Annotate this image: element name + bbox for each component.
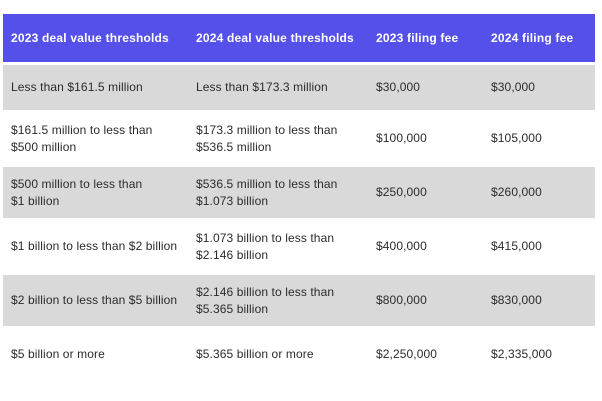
table-cell-2024-fee: $2,335,000	[491, 347, 553, 362]
table-cell-2023-threshold: $1 billion to less than $2 billion	[11, 239, 178, 254]
table-row: $5 billion or more $5.365 billion or mor…	[3, 329, 595, 380]
table-cell-2024-fee: $415,000	[491, 239, 542, 254]
table-cell-2023-threshold: $2 billion to less than $5 billion	[3, 275, 188, 326]
table-cell-2023-fee: $100,000	[376, 131, 427, 146]
table-cell-2024-threshold: $1.073 billion to less than $2.146 billi…	[196, 230, 335, 262]
table-row: $500 million to less than $1 billion $53…	[3, 167, 595, 218]
table-cell-2024-threshold: $536.5 million to less than $1.073 billi…	[188, 167, 368, 218]
table-row: Less than $161.5 million Less than $173.…	[3, 65, 595, 110]
table-cell-2023-fee: $400,000	[376, 239, 427, 254]
table-cell-2023-threshold: $500 million to less than $1 billion	[3, 167, 188, 218]
table-row: $1 billion to less than $2 billion $1.07…	[3, 221, 595, 272]
table-cell-2024-fee: $30,000	[483, 65, 595, 110]
table-cell-2024-threshold: $5.365 billion or more	[196, 347, 314, 362]
column-header-2023-deal-value-thresholds: 2023 deal value thresholds	[3, 14, 188, 62]
table-cell-2023-fee: $250,000	[368, 167, 483, 218]
table-cell-2024-threshold: $2.146 billion to less than $5.365 billi…	[188, 275, 368, 326]
header-row: 2023 deal value thresholds 2024 deal val…	[3, 14, 595, 62]
column-header-2024-filing-fee: 2024 filing fee	[483, 14, 595, 62]
column-header-2024-deal-value-thresholds: 2024 deal value thresholds	[188, 14, 368, 62]
table-cell-2024-threshold: Less than $173.3 million	[188, 65, 368, 110]
table-row: $161.5 million to less than $500 million…	[3, 113, 595, 164]
table-cell-2023-threshold: $161.5 million to less than $500 million	[11, 122, 153, 154]
table-row: $2 billion to less than $5 billion $2.14…	[3, 275, 595, 326]
filing-fee-table: 2023 deal value thresholds 2024 deal val…	[3, 11, 595, 383]
table-cell-2023-fee: $30,000	[368, 65, 483, 110]
column-header-2023-filing-fee: 2023 filing fee	[368, 14, 483, 62]
table-cell-2023-threshold: Less than $161.5 million	[3, 65, 188, 110]
table-cell-2023-fee: $800,000	[368, 275, 483, 326]
table-cell-2024-threshold: $173.3 million to less than $536.5 milli…	[196, 122, 338, 154]
table-cell-2023-threshold: $5 billion or more	[11, 347, 105, 362]
table-cell-2024-fee: $105,000	[491, 131, 542, 146]
table-cell-2024-fee: $830,000	[483, 275, 595, 326]
table-cell-2024-fee: $260,000	[483, 167, 595, 218]
table-cell-2023-fee: $2,250,000	[376, 347, 438, 362]
